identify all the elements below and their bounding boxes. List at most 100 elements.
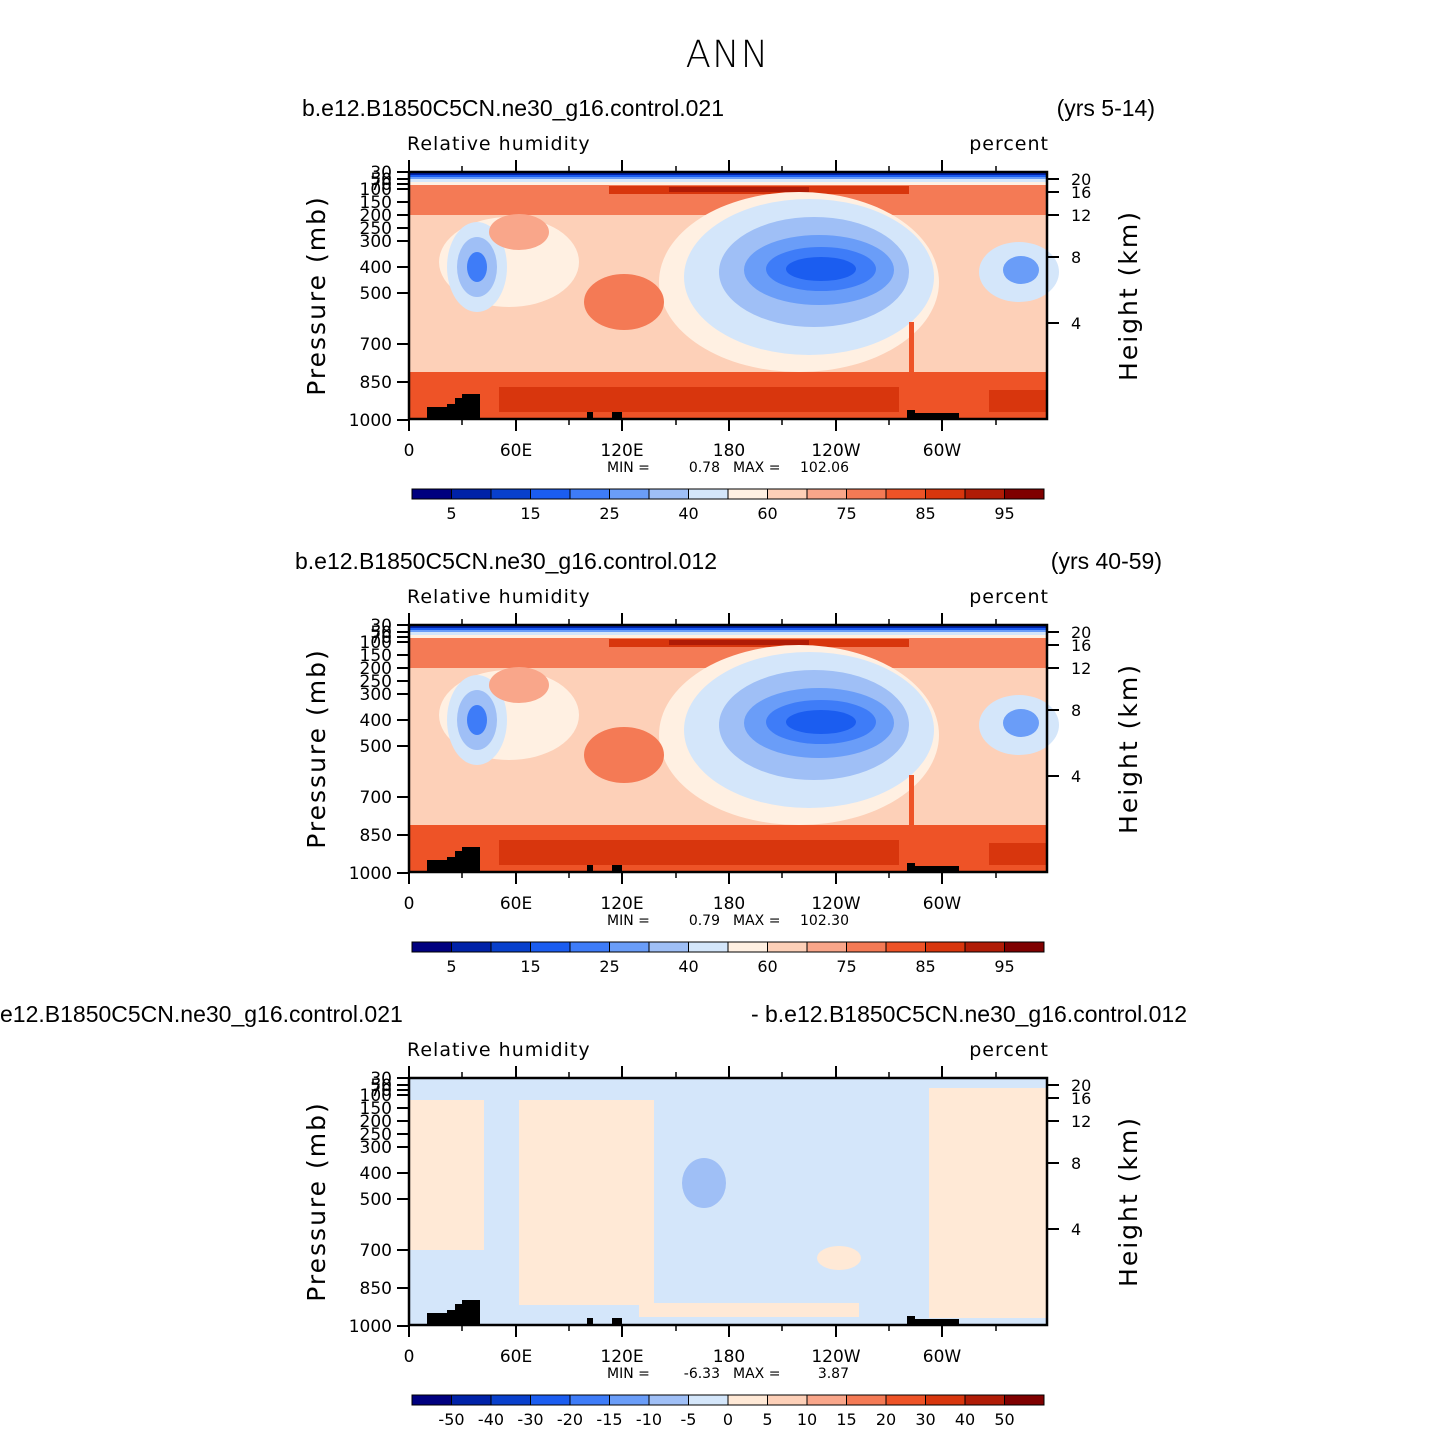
colorbar-label-6: 85 <box>915 957 935 976</box>
y-tick-label-700: 700 <box>360 335 392 355</box>
colorbar-label-0: -50 <box>438 1410 464 1429</box>
diff-topography-4 <box>587 1318 593 1326</box>
colorbar-label-12: 30 <box>915 1410 935 1429</box>
y-tick-label-30: 30 <box>370 1069 392 1089</box>
colorbar-box-4 <box>569 488 610 500</box>
diff-topography-7 <box>914 1319 959 1326</box>
y-tick-label-1000: 1000 <box>349 1317 392 1337</box>
colorbar-box-2 <box>490 941 531 953</box>
diff-topography-2 <box>455 1304 463 1326</box>
min-label: MIN = <box>607 1366 650 1382</box>
x-tick-label-60E: 60E <box>500 894 532 914</box>
colorbar-box-13 <box>925 1394 966 1406</box>
y-right-tick-label-12: 12 <box>1071 206 1091 225</box>
colorbar-label-9: 10 <box>797 1410 817 1429</box>
colorbar-box-1 <box>451 1394 492 1406</box>
colorbar-label-1: 15 <box>520 504 540 523</box>
y-right-tick-label-16: 16 <box>1071 183 1091 202</box>
y-tick-label-70: 70 <box>370 1081 392 1101</box>
y-right-tick-label-8: 8 <box>1071 1154 1081 1173</box>
moist-blob-maritime <box>584 274 664 330</box>
diff-topography-3 <box>462 1300 480 1326</box>
y-axis-title: Pressure (mb) <box>302 648 331 848</box>
x-tick-label-120W: 120W <box>811 441 860 461</box>
colorbar-box-12 <box>885 1394 926 1406</box>
panel-3-case-label: e12.B1850C5CN.ne30_g16.control.021 <box>0 1001 403 1027</box>
colorbar-label-5: -10 <box>636 1410 662 1429</box>
moist-blob-maritime <box>584 727 664 783</box>
y-tick-label-250: 250 <box>360 219 392 239</box>
y-right-tick-label-20: 20 <box>1071 170 1091 189</box>
y-tick-label-1000: 1000 <box>349 411 392 431</box>
colorbar-label-11: 20 <box>876 1410 896 1429</box>
y-tick-label-400: 400 <box>360 1164 392 1184</box>
colorbar-label-6: 85 <box>915 504 935 523</box>
colorbar-box-10 <box>806 1394 847 1406</box>
topography-6 <box>907 410 915 420</box>
y-tick-label-850: 850 <box>360 373 392 393</box>
colorbar-label-10: 15 <box>836 1410 856 1429</box>
dry-blob-east-3 <box>467 252 487 282</box>
x-tick-label-60E: 60E <box>500 441 532 461</box>
y-tick-label-1000: 1000 <box>349 864 392 884</box>
y-tick-label-250: 250 <box>360 672 392 692</box>
x-tick-label-60E: 60E <box>500 1347 532 1367</box>
colorbar-box-1 <box>451 488 492 500</box>
y-right-tick-label-20: 20 <box>1071 623 1091 642</box>
y-axis-title-right: Height (km) <box>1114 663 1143 834</box>
colorbar-box-11 <box>846 941 887 953</box>
x-tick-label-60W: 60W <box>923 441 962 461</box>
topography-2 <box>455 851 463 873</box>
y-tick-label-500: 500 <box>360 737 392 757</box>
strat-band-3 <box>409 177 1047 179</box>
boundary-layer-core <box>499 387 899 412</box>
x-tick-label-120E: 120E <box>600 441 643 461</box>
topography-5 <box>612 865 622 873</box>
contour-field <box>409 625 1059 873</box>
colorbar-label-7: 0 <box>723 1410 733 1429</box>
colorbar-label-3: -20 <box>557 1410 583 1429</box>
min-value: -6.33 <box>684 1366 720 1382</box>
y-tick-label-200: 200 <box>360 659 392 679</box>
y-tick-label-250: 250 <box>360 1125 392 1145</box>
colorbar-box-8 <box>727 488 768 500</box>
x-tick-label-0: 0 <box>404 441 415 461</box>
colorbar-label-5: 75 <box>836 504 856 523</box>
colorbar-box-7 <box>688 488 729 500</box>
y-tick-label-300: 300 <box>360 1138 392 1158</box>
diff-topography-6 <box>907 1316 915 1326</box>
colorbar-box-10 <box>806 488 847 500</box>
min-value: 0.78 <box>689 460 720 476</box>
colorbar-box-9 <box>767 1394 808 1406</box>
y-tick-label-70: 70 <box>370 175 392 195</box>
colorbar-label-0: 5 <box>446 957 456 976</box>
max-value: 3.87 <box>818 1366 849 1382</box>
x-tick-label-60W: 60W <box>923 894 962 914</box>
dry-blob-atl-2 <box>1003 709 1039 737</box>
y-tick-label-850: 850 <box>360 1279 392 1299</box>
contour-field <box>409 172 1059 420</box>
colorbar-box-0 <box>411 941 452 953</box>
max-label: MAX = <box>733 460 780 476</box>
colorbar-label-2: 25 <box>599 504 619 523</box>
strat-band-5 <box>409 182 1047 185</box>
y-right-tick-label-16: 16 <box>1071 636 1091 655</box>
boundary-layer-atl <box>989 390 1047 412</box>
dry-region-core <box>786 257 856 281</box>
y-tick-label-700: 700 <box>360 1241 392 1261</box>
boundary-layer-core <box>499 840 899 865</box>
diff-pos-indian <box>519 1100 654 1305</box>
contour-field <box>409 1078 1047 1326</box>
panel-2-case-label: b.e12.B1850C5CN.ne30_g16.control.012 <box>295 548 717 574</box>
diff-pos-low <box>639 1303 859 1317</box>
x-tick-label-0: 0 <box>404 1347 415 1367</box>
diff-pos-blob <box>817 1246 861 1270</box>
colorbar-box-0 <box>411 1394 452 1406</box>
panel-2-years-label: (yrs 40-59) <box>1050 548 1162 574</box>
panel-3-units-label: percent <box>969 1039 1049 1061</box>
x-tick-label-120E: 120E <box>600 894 643 914</box>
y-right-tick-label-8: 8 <box>1071 248 1081 267</box>
topography-4 <box>587 412 593 420</box>
y-tick-label-70: 70 <box>370 628 392 648</box>
topography-7 <box>914 866 959 873</box>
